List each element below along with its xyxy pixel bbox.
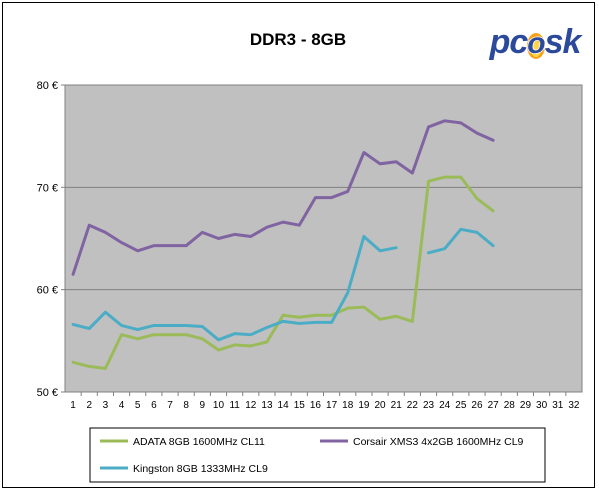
x-tick-label: 16: [310, 400, 322, 411]
x-tick-label: 6: [151, 400, 157, 411]
x-tick-label: 30: [536, 400, 548, 411]
x-tick-label: 4: [119, 400, 125, 411]
legend-label: ADATA 8GB 1600MHz CL11: [133, 436, 265, 448]
x-tick-label: 25: [455, 400, 467, 411]
x-tick-label: 31: [552, 400, 564, 411]
legend-items: ADATA 8GB 1600MHz CL11 Corsair XMS3 4x2GB…: [100, 436, 524, 475]
legend: [89, 427, 546, 483]
x-tick-label: 9: [200, 400, 206, 411]
x-tick-label: 23: [423, 400, 435, 411]
x-tick-label: 1: [70, 400, 76, 411]
x-tick-label: 21: [391, 400, 403, 411]
gridlines: [65, 84, 582, 291]
x-tick-label: 18: [342, 400, 354, 411]
x-tick-label: 32: [568, 400, 580, 411]
series-lines: [71, 119, 495, 370]
x-tick-label: 8: [183, 400, 189, 411]
legend-label: Kingston 8GB 1333MHz CL9: [133, 463, 268, 475]
series-line-2: [71, 119, 495, 276]
x-tick-label: 10: [213, 400, 225, 411]
x-tick-label: 2: [86, 400, 92, 411]
y-axis: 50 € 60 € 70 € 80 €: [37, 80, 65, 399]
x-tick-label: 20: [374, 400, 386, 411]
chart-title: DDR3 - 8GB: [250, 30, 346, 49]
x-tick-label: 13: [261, 400, 273, 411]
y-tick-label: 50 €: [37, 387, 58, 399]
x-tick-label: 11: [229, 400, 240, 411]
x-axis: 1 2 3 4 5 6 7 8 9 10 11 12 13 14 15 16 17 18 19 20 21 22 23 24 2…: [70, 392, 580, 411]
x-tick-label: 15: [294, 400, 306, 411]
x-tick-label: 26: [471, 400, 483, 411]
x-tick-label: 14: [278, 400, 290, 411]
x-tick-label: 22: [407, 400, 419, 411]
x-tick-label: 29: [520, 400, 532, 411]
legend-label: Corsair XMS3 4x2GB 1600MHz CL9: [353, 436, 524, 448]
x-tick-label: 3: [103, 400, 109, 411]
plot-area: [64, 84, 583, 393]
x-tick-label: 27: [488, 400, 500, 411]
pcosk-logo: pcosk: [488, 22, 585, 62]
y-tick-label: 80 €: [37, 80, 58, 92]
svg-text:pcosk: pcosk: [489, 23, 584, 61]
x-tick-label: 17: [326, 400, 338, 411]
series-line-3: [71, 227, 495, 342]
x-tick-label: 24: [439, 400, 451, 411]
series-line-1: [71, 175, 495, 370]
x-tick-label: 5: [135, 400, 141, 411]
y-tick-label: 60 €: [37, 285, 58, 297]
x-tick-label: 7: [167, 400, 173, 411]
x-tick-label: 19: [358, 400, 370, 411]
y-tick-label: 70 €: [37, 182, 58, 194]
x-tick-label: 12: [245, 400, 257, 411]
x-tick-label: 28: [504, 400, 516, 411]
